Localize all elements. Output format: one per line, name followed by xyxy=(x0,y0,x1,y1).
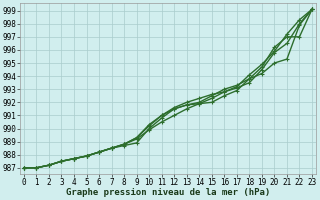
X-axis label: Graphe pression niveau de la mer (hPa): Graphe pression niveau de la mer (hPa) xyxy=(66,188,270,197)
